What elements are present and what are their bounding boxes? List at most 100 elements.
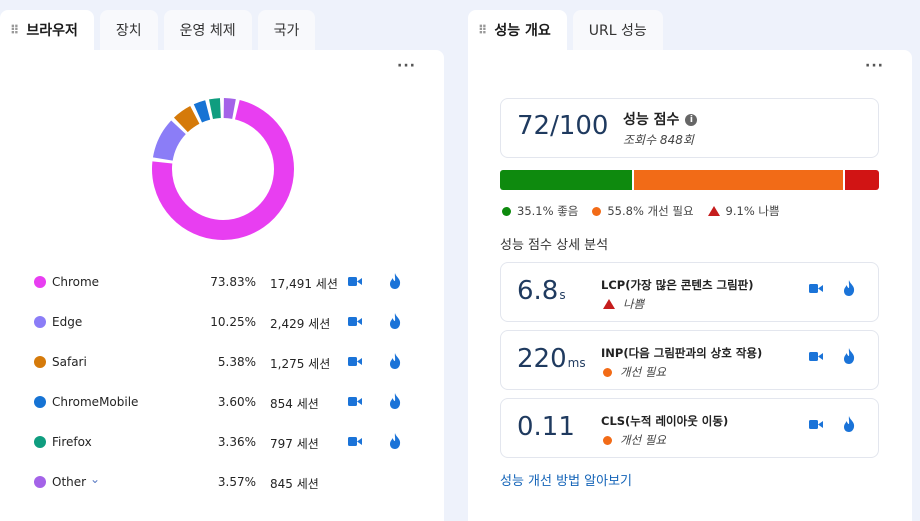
orange-dot-icon	[592, 206, 602, 216]
green-dot-icon	[502, 206, 511, 216]
orange-dot-icon	[603, 435, 612, 445]
browser-name: Safari	[52, 355, 87, 369]
metric-name: CLS(누적 레이아웃 이동)	[601, 414, 729, 428]
flame-icon[interactable]	[843, 348, 855, 364]
metric-unit: ms	[567, 356, 586, 370]
browser-card: ··· Chrome 73.83% 17,491 세션 Edge 10.25% 2,429…	[0, 50, 444, 521]
performance-card: ··· 72/100 성능 점수 i 조회수 848회 35.1% 좋음 55.8…	[468, 50, 912, 521]
more-options-button[interactable]: ···	[397, 58, 416, 74]
browser-percent: 5.38%	[217, 355, 256, 369]
video-camera-icon[interactable]	[348, 316, 362, 327]
flame-icon[interactable]	[389, 393, 401, 409]
breakdown-title: 성능 점수 상세 분석	[500, 238, 609, 253]
tab-label: URL 성능	[588, 23, 647, 39]
metric-status: 개선 필요	[603, 432, 666, 448]
browser-sessions: 2,429 세션	[270, 317, 331, 331]
metric-card: 220ms INP(다음 그림판과의 상호 작용) 개선 필요	[500, 330, 879, 390]
tab-label: 국가	[273, 23, 300, 39]
metric-name: INP(다음 그림판과의 상호 작용)	[601, 346, 763, 360]
metric-number: 6.8	[517, 276, 559, 306]
donut-slice[interactable]	[223, 98, 236, 119]
performance-score: 72/100	[517, 111, 609, 141]
browser-percent: 10.25%	[210, 315, 256, 329]
legend-good-label: 35.1% 좋음	[517, 204, 579, 218]
warning-icon	[603, 299, 615, 309]
performance-score-title: 성능 점수 i	[623, 109, 698, 129]
flame-icon[interactable]	[389, 313, 401, 329]
more-options-button[interactable]: ···	[865, 58, 884, 74]
metric-value: 0.11	[517, 412, 576, 442]
flame-icon[interactable]	[843, 280, 855, 296]
browser-sessions: 845 세션	[270, 477, 319, 491]
good-segment	[500, 170, 632, 190]
drag-grip-icon[interactable]: ⠿	[478, 23, 487, 37]
metric-status: 나쁨	[603, 296, 644, 312]
donut-slice[interactable]	[152, 99, 294, 240]
flame-icon[interactable]	[389, 353, 401, 369]
browser-sessions: 17,491 세션	[270, 277, 338, 291]
video-camera-icon[interactable]	[348, 436, 362, 447]
learn-more-link[interactable]: 성능 개선 방법 알아보기	[500, 474, 632, 489]
donut-slice[interactable]	[152, 120, 187, 162]
video-camera-icon[interactable]	[809, 283, 823, 294]
donut-slice[interactable]	[209, 98, 222, 120]
legend-dot-icon	[34, 396, 46, 408]
browser-percent: 3.57%	[217, 475, 256, 489]
legend-needs-label: 55.8% 개선 필요	[607, 204, 694, 218]
tab-browser[interactable]: ⠿ 브라우저	[0, 10, 94, 50]
browser-name: ChromeMobile	[52, 395, 139, 409]
tab-device[interactable]: 장치	[99, 10, 158, 50]
browser-sessions: 797 세션	[270, 437, 319, 451]
browser-percent: 3.60%	[217, 395, 256, 409]
browser-row: Other ⌄ 3.57% 845 세션	[0, 472, 444, 492]
browser-row: Safari 5.38% 1,275 세션	[0, 352, 444, 372]
tab-performance-overview[interactable]: ⠿ 성능 개요	[468, 10, 567, 50]
metric-status-label: 개선 필요	[620, 433, 666, 447]
tab-os[interactable]: 운영 체제	[163, 10, 252, 50]
metric-value: 6.8s	[517, 276, 566, 306]
metric-name: LCP(가장 많은 콘텐츠 그림판)	[601, 278, 754, 292]
legend-poor-label: 9.1% 나쁨	[725, 204, 780, 218]
info-icon[interactable]: i	[685, 114, 698, 126]
drag-grip-icon[interactable]: ⠿	[10, 23, 19, 37]
video-camera-icon[interactable]	[348, 276, 362, 287]
browser-name: Chrome	[52, 275, 100, 289]
tab-url-performance[interactable]: URL 성능	[572, 10, 663, 50]
donut-slice[interactable]	[193, 100, 211, 123]
video-camera-icon[interactable]	[809, 351, 823, 362]
video-camera-icon[interactable]	[348, 356, 362, 367]
video-camera-icon[interactable]	[348, 396, 362, 407]
right-tab-bar: ⠿ 성능 개요 URL 성능	[468, 10, 663, 50]
score-distribution-legend: 35.1% 좋음 55.8% 개선 필요 9.1% 나쁨	[502, 203, 780, 219]
legend-dot-icon	[34, 356, 46, 368]
flame-icon[interactable]	[389, 433, 401, 449]
browser-sessions: 854 세션	[270, 397, 319, 411]
legend-dot-icon	[34, 476, 46, 488]
tab-country[interactable]: 국가	[257, 10, 316, 50]
view-count: 조회수 848회	[623, 133, 694, 147]
flame-icon[interactable]	[389, 273, 401, 289]
metric-unit: s	[559, 288, 566, 302]
performance-score-box: 72/100 성능 점수 i 조회수 848회	[500, 98, 879, 158]
video-camera-icon[interactable]	[809, 419, 823, 430]
donut-slice[interactable]	[173, 106, 200, 133]
browser-row: Edge 10.25% 2,429 세션	[0, 312, 444, 332]
score-distribution-bar	[500, 170, 879, 190]
score-label: 성능 점수	[623, 112, 680, 128]
tab-label: 성능 개요	[494, 23, 551, 39]
metric-card: 6.8s LCP(가장 많은 콘텐츠 그림판) 나쁨	[500, 262, 879, 322]
tab-label: 브라우저	[26, 23, 78, 39]
browser-name: Edge	[52, 315, 83, 329]
browser-name: Firefox	[52, 435, 92, 449]
flame-icon[interactable]	[843, 416, 855, 432]
tab-label: 운영 체제	[179, 23, 236, 39]
tab-label: 장치	[115, 23, 142, 39]
chevron-down-icon[interactable]: ⌄	[90, 472, 101, 486]
browser-donut-chart	[152, 98, 294, 240]
orange-dot-icon	[603, 367, 612, 377]
left-tab-bar: ⠿ 브라우저 장치 운영 체제 국가	[0, 10, 316, 50]
poor-segment	[844, 170, 879, 190]
metric-number: 0.11	[517, 412, 575, 442]
browser-percent: 3.36%	[217, 435, 256, 449]
needs-improvement-segment	[633, 170, 843, 190]
